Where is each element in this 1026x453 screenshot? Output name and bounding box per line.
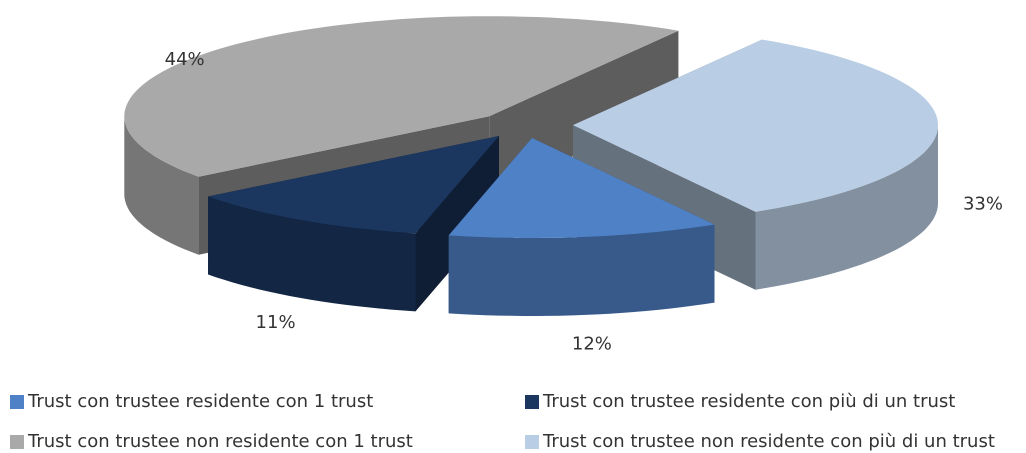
legend-label: Trust con trustee residente con più di u…: [542, 391, 955, 412]
legend-swatch: [525, 395, 539, 409]
data-label: 33%: [963, 193, 1003, 214]
slice: [448, 138, 715, 238]
legend-swatch: [525, 435, 539, 449]
slice: [208, 136, 499, 234]
slice-wall: [208, 196, 416, 312]
legend-label: Trust con trustee non residente con 1 tr…: [27, 431, 413, 452]
data-label: 44%: [165, 49, 205, 70]
slice-wall: [755, 125, 938, 290]
slice-wall: [124, 116, 199, 255]
data-label: 11%: [256, 312, 296, 333]
legend-swatch: [10, 395, 24, 409]
legend-label: Trust con trustee non residente con più …: [542, 431, 995, 452]
slice: [124, 16, 679, 177]
legend-label: Trust con trustee residente con 1 trust: [27, 391, 373, 412]
slice-wall: [448, 224, 715, 316]
slice: [573, 39, 938, 212]
data-label: 12%: [572, 334, 612, 355]
legend-swatch: [10, 435, 24, 449]
